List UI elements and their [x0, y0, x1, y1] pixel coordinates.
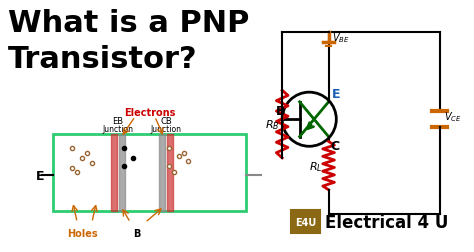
- Text: $V_{CE}$: $V_{CE}$: [444, 110, 461, 124]
- Text: CB: CB: [160, 117, 172, 126]
- Text: Electrons: Electrons: [124, 107, 175, 117]
- FancyBboxPatch shape: [53, 134, 246, 211]
- Text: Holes: Holes: [67, 229, 98, 238]
- Text: $R_L$: $R_L$: [309, 159, 323, 173]
- Text: C: C: [330, 139, 340, 152]
- Text: B: B: [134, 229, 141, 238]
- Text: B: B: [275, 105, 285, 118]
- Text: $R_B$: $R_B$: [265, 118, 279, 132]
- FancyBboxPatch shape: [291, 210, 320, 233]
- Text: What is a PNP: What is a PNP: [8, 9, 249, 38]
- Text: E: E: [36, 169, 44, 182]
- Text: EB: EB: [112, 117, 123, 126]
- Text: Junction: Junction: [102, 124, 133, 134]
- Text: E: E: [331, 87, 340, 101]
- Text: E4U: E4U: [295, 217, 316, 227]
- Text: $V_{BE}$: $V_{BE}$: [332, 31, 350, 45]
- Text: Transistor?: Transistor?: [8, 45, 197, 74]
- Text: Junction: Junction: [151, 124, 182, 134]
- Text: Electrical 4 U: Electrical 4 U: [325, 213, 448, 231]
